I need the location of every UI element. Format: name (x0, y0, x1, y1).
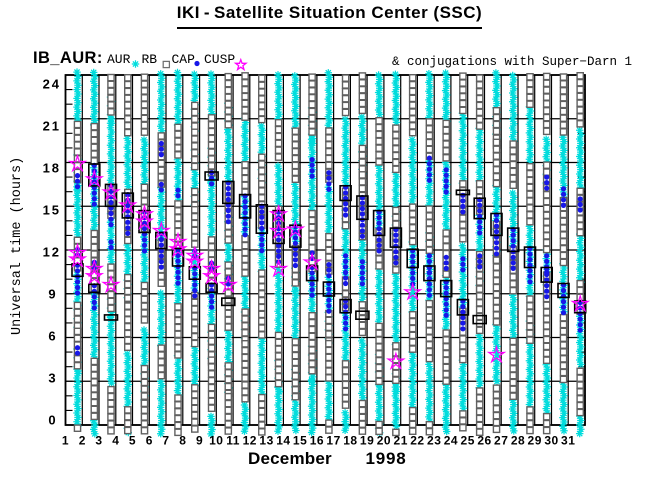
svg-text:1: 1 (43, 203, 50, 218)
svg-text:30: 30 (544, 434, 558, 448)
svg-text:12: 12 (243, 434, 257, 448)
svg-text:18: 18 (343, 434, 357, 448)
svg-text:19: 19 (360, 434, 374, 448)
svg-text:14: 14 (276, 434, 290, 448)
svg-text:31: 31 (561, 434, 575, 448)
svg-text:2: 2 (52, 245, 59, 260)
svg-text:26: 26 (477, 434, 491, 448)
svg-text:8: 8 (52, 161, 59, 176)
svg-text:15: 15 (293, 434, 307, 448)
svg-text:6: 6 (146, 434, 153, 448)
svg-text:25: 25 (461, 434, 475, 448)
svg-text:1: 1 (43, 161, 50, 176)
svg-text:17: 17 (326, 434, 340, 448)
svg-text:4: 4 (52, 77, 60, 92)
svg-text:21: 21 (394, 434, 408, 448)
svg-text:28: 28 (511, 434, 525, 448)
svg-text:0: 0 (48, 413, 55, 428)
svg-text:10: 10 (209, 434, 223, 448)
svg-text:5: 5 (52, 203, 59, 218)
svg-text:27: 27 (494, 434, 508, 448)
svg-text:16: 16 (310, 434, 324, 448)
svg-text:13: 13 (259, 434, 273, 448)
svg-text:5: 5 (129, 434, 136, 448)
svg-text:9: 9 (196, 434, 203, 448)
svg-text:9: 9 (48, 287, 55, 302)
svg-text:2: 2 (79, 434, 86, 448)
svg-text:24: 24 (444, 434, 458, 448)
svg-text:2: 2 (43, 77, 50, 92)
svg-text:11: 11 (226, 434, 240, 448)
svg-text:4: 4 (112, 434, 119, 448)
svg-text:3: 3 (48, 371, 55, 386)
svg-text:1: 1 (62, 434, 69, 448)
svg-text:1: 1 (52, 119, 59, 134)
svg-text:8: 8 (179, 434, 186, 448)
svg-text:29: 29 (528, 434, 542, 448)
svg-text:22: 22 (410, 434, 424, 448)
svg-text:2: 2 (43, 119, 50, 134)
svg-text:6: 6 (48, 329, 55, 344)
svg-text:7: 7 (162, 434, 169, 448)
svg-text:20: 20 (377, 434, 391, 448)
svg-text:3: 3 (95, 434, 102, 448)
svg-text:1: 1 (43, 245, 50, 260)
svg-text:23: 23 (427, 434, 441, 448)
